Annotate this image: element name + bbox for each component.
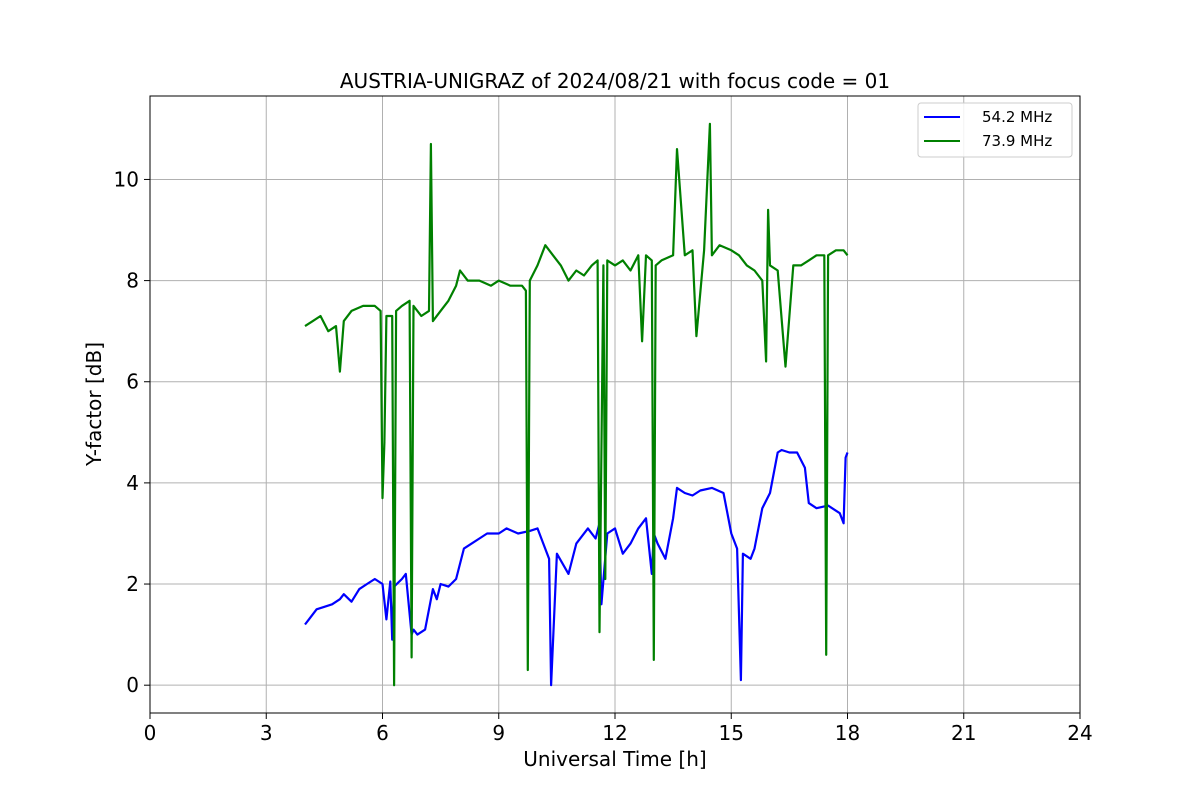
series-line-54mhz [304, 448, 849, 687]
y-tick-label: 0 [126, 673, 139, 697]
x-tick-label: 3 [260, 721, 273, 745]
y-tick-label: 10 [114, 167, 139, 191]
y-tick-label: 2 [126, 572, 139, 596]
x-tick-label: 0 [144, 721, 157, 745]
legend-label-54mhz: 54.2 MHz [982, 108, 1052, 126]
x-tick-label: 6 [376, 721, 389, 745]
y-tick-label: 8 [126, 269, 139, 293]
x-axis-label: Universal Time [h] [523, 747, 706, 771]
y-tick-label: 4 [126, 471, 139, 495]
series-lines [304, 122, 849, 687]
x-tick-label: 9 [492, 721, 505, 745]
legend: 54.2 MHz 73.9 MHz [917, 102, 1073, 158]
x-tick-label: 12 [602, 721, 627, 745]
x-tick-label: 18 [835, 721, 860, 745]
y-axis-label: Y-factor [dB] [82, 342, 106, 467]
x-tick-label: 24 [1067, 721, 1092, 745]
legend-label-74mhz: 73.9 MHz [982, 132, 1052, 150]
x-tick-label: 15 [719, 721, 744, 745]
x-tick-label: 21 [951, 721, 976, 745]
chart-title: AUSTRIA-UNIGRAZ of 2024/08/21 with focus… [340, 69, 890, 93]
series-line-74mhz [304, 122, 849, 687]
y-tick-label: 6 [126, 370, 139, 394]
